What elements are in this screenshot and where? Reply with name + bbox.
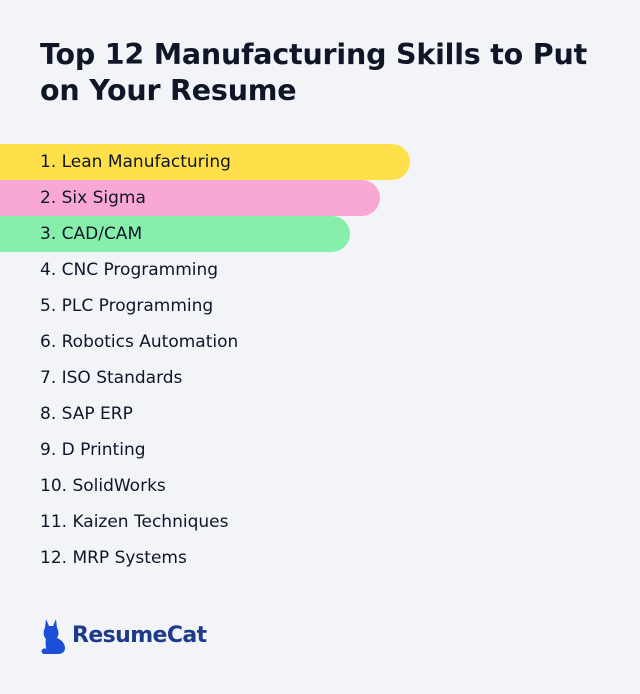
- skill-label: 10. SolidWorks: [40, 476, 166, 496]
- skill-label: 7. ISO Standards: [40, 368, 183, 388]
- skill-item-8: 8. SAP ERP: [0, 396, 410, 432]
- skill-label: 12. MRP Systems: [40, 548, 187, 568]
- skill-item-6: 6. Robotics Automation: [0, 324, 410, 360]
- skill-label: 9. D Printing: [40, 440, 146, 460]
- skill-item-4: 4. CNC Programming: [0, 252, 410, 288]
- skill-item-1: 1. Lean Manufacturing: [0, 144, 410, 180]
- skill-item-5: 5. PLC Programming: [0, 288, 410, 324]
- skill-item-11: 11. Kaizen Techniques: [0, 504, 410, 540]
- skill-label: 6. Robotics Automation: [40, 332, 239, 352]
- brand-logo[interactable]: ResumeCat: [40, 615, 207, 655]
- skill-label: 8. SAP ERP: [40, 404, 133, 424]
- skill-label: 4. CNC Programming: [40, 260, 219, 280]
- page-title: Top 12 Manufacturing Skills to Put on Yo…: [40, 38, 587, 107]
- skill-item-12: 12. MRP Systems: [0, 540, 410, 576]
- skill-item-7: 7. ISO Standards: [0, 360, 410, 396]
- skill-item-9: 9. D Printing: [0, 432, 410, 468]
- skill-label: 2. Six Sigma: [40, 188, 146, 208]
- skill-item-2: 2. Six Sigma: [0, 180, 380, 216]
- cat-icon: [41, 619, 65, 654]
- skill-item-3: 3. CAD/CAM: [0, 216, 350, 252]
- skill-label: 3. CAD/CAM: [40, 224, 143, 244]
- brand-name: ResumeCat: [72, 622, 207, 648]
- skill-item-10: 10. SolidWorks: [0, 468, 410, 504]
- skills-list: 1. Lean Manufacturing 2. Six Sigma 3. CA…: [0, 144, 410, 576]
- skill-label: 1. Lean Manufacturing: [40, 152, 231, 172]
- skill-label: 5. PLC Programming: [40, 296, 214, 316]
- skill-label: 11. Kaizen Techniques: [40, 512, 229, 532]
